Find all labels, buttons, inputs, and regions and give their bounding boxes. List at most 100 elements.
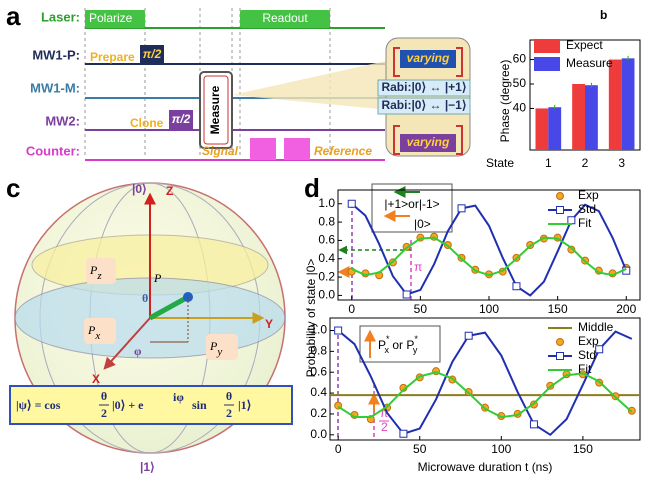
x-tick-label: 150: [548, 302, 568, 316]
axis-label: Y: [265, 317, 273, 331]
x-axis-label: State: [486, 156, 514, 170]
x-tick-label: 1: [545, 156, 552, 170]
label-box: [84, 318, 116, 344]
y-tick-label: 0.8: [310, 344, 327, 358]
pulse-label: Reference: [314, 144, 372, 158]
formula-part: iφ: [173, 390, 184, 404]
annotation: |+1>or|-1>: [384, 197, 439, 211]
legend-swatch: [534, 57, 560, 71]
angle-label: φ: [134, 344, 142, 358]
x-tick-label: 3: [618, 156, 625, 170]
bar: [585, 85, 598, 150]
annotation: P* x or P* y: [378, 334, 418, 355]
formula-part: θ: [101, 389, 107, 403]
pulse: [284, 138, 310, 160]
y-tick-label: 0.6: [318, 233, 335, 247]
x-tick-label: 100: [491, 442, 511, 456]
axis-label: X: [92, 372, 100, 386]
y-tick-label: 0.6: [310, 364, 327, 378]
y-axis-label: Phase (degree): [498, 60, 512, 143]
y-tick-label: 0.0: [310, 427, 327, 441]
formula-part: |0⟩ + e: [112, 398, 144, 412]
series-line: [351, 236, 627, 277]
state-vector: [148, 294, 190, 321]
pulse: [85, 10, 145, 28]
pulse-label: varying: [407, 51, 450, 65]
legend-label: Fit: [578, 362, 592, 376]
formula-box: [9, 385, 293, 425]
panel-label: d: [304, 173, 320, 203]
series-line: [337, 371, 633, 419]
y-tick-label: 1.0: [318, 196, 335, 210]
row-label: MW1-M:: [30, 80, 80, 95]
pulse-label: π/2: [143, 47, 162, 61]
annotation: |0>: [414, 217, 431, 231]
legend-label: Exp: [578, 188, 599, 202]
series-line: [351, 202, 628, 297]
data-point: [402, 290, 411, 299]
x-axis: [103, 317, 151, 370]
label-box: [86, 258, 116, 284]
bar: [535, 108, 549, 150]
pulse-label: π/2: [172, 112, 191, 126]
legend-label: Exp: [578, 334, 599, 348]
vector-label: P: [153, 271, 162, 285]
x-tick-label: 2: [582, 156, 589, 170]
pulse-label: Clone: [130, 116, 164, 130]
x-tick-label: 150: [573, 442, 593, 456]
angle-label: θ: [142, 291, 148, 305]
rabi-label: Rabi:|0⟩ ↔ |−1⟩: [381, 98, 466, 112]
formula: |ψ⟩ = cos θ 2 |0⟩ + e iφ sin θ 2 |1⟩: [16, 389, 251, 420]
state-label: |1⟩: [140, 460, 155, 474]
legend-label: Expect: [566, 38, 603, 52]
series-line: [337, 329, 633, 437]
pulse-label: Readout: [262, 11, 308, 25]
y-tick-label: 0.8: [318, 214, 335, 228]
brackets: [393, 47, 463, 155]
data-point: [512, 282, 521, 291]
legend-swatch: [556, 352, 564, 360]
plot: 0 50 100 150 0.0 0.2 0.4 0.6 0.8 1.0 MiddleExpStdF…: [310, 317, 641, 456]
pulse: [400, 50, 456, 68]
rabi-box: [377, 79, 471, 97]
row-label: MW2:: [45, 113, 80, 128]
data-point: [399, 429, 408, 438]
y-tick-label: 0.2: [318, 269, 335, 283]
formula-part: |ψ⟩ = cos: [16, 398, 61, 412]
x-tick-label: 200: [616, 302, 636, 316]
pulse: [250, 138, 276, 160]
panel-label: a: [6, 1, 21, 31]
bar: [608, 59, 622, 150]
row-label: Counter:: [26, 143, 80, 158]
pulse-label: Measure: [208, 85, 222, 134]
x-tick-label: 100: [479, 302, 499, 316]
data-point: [567, 245, 576, 254]
y-axis-label: Probability of state |0>: [304, 259, 318, 378]
legend-swatch: [534, 39, 560, 53]
y-tick-label: 60: [513, 52, 527, 66]
annotation: π: [380, 406, 388, 420]
x-tick-label: 50: [414, 302, 428, 316]
legend-label: Fit: [578, 216, 592, 230]
y-tick-label: 40: [513, 101, 527, 115]
y-tick-label: 0.4: [318, 251, 335, 265]
pulse: [140, 45, 164, 64]
y-tick-label: 1.0: [310, 323, 327, 337]
formula-part: 2: [226, 406, 232, 420]
legend-label: Middle: [578, 320, 614, 334]
measure-box: [203, 75, 229, 145]
bar: [572, 84, 585, 150]
legend-label: Measure: [566, 56, 613, 70]
y-tick-label: 0.0: [318, 288, 335, 302]
x-tick-label: 50: [413, 442, 427, 456]
pulse-label: Prepare: [90, 50, 135, 64]
annotation: π: [414, 260, 422, 274]
bar: [548, 107, 562, 150]
x-axis-label: Microwave duration t (ns): [418, 460, 553, 474]
bar: [621, 58, 635, 151]
panel-label: b: [600, 8, 607, 22]
pulse: [169, 110, 193, 130]
label-box: [206, 334, 238, 360]
